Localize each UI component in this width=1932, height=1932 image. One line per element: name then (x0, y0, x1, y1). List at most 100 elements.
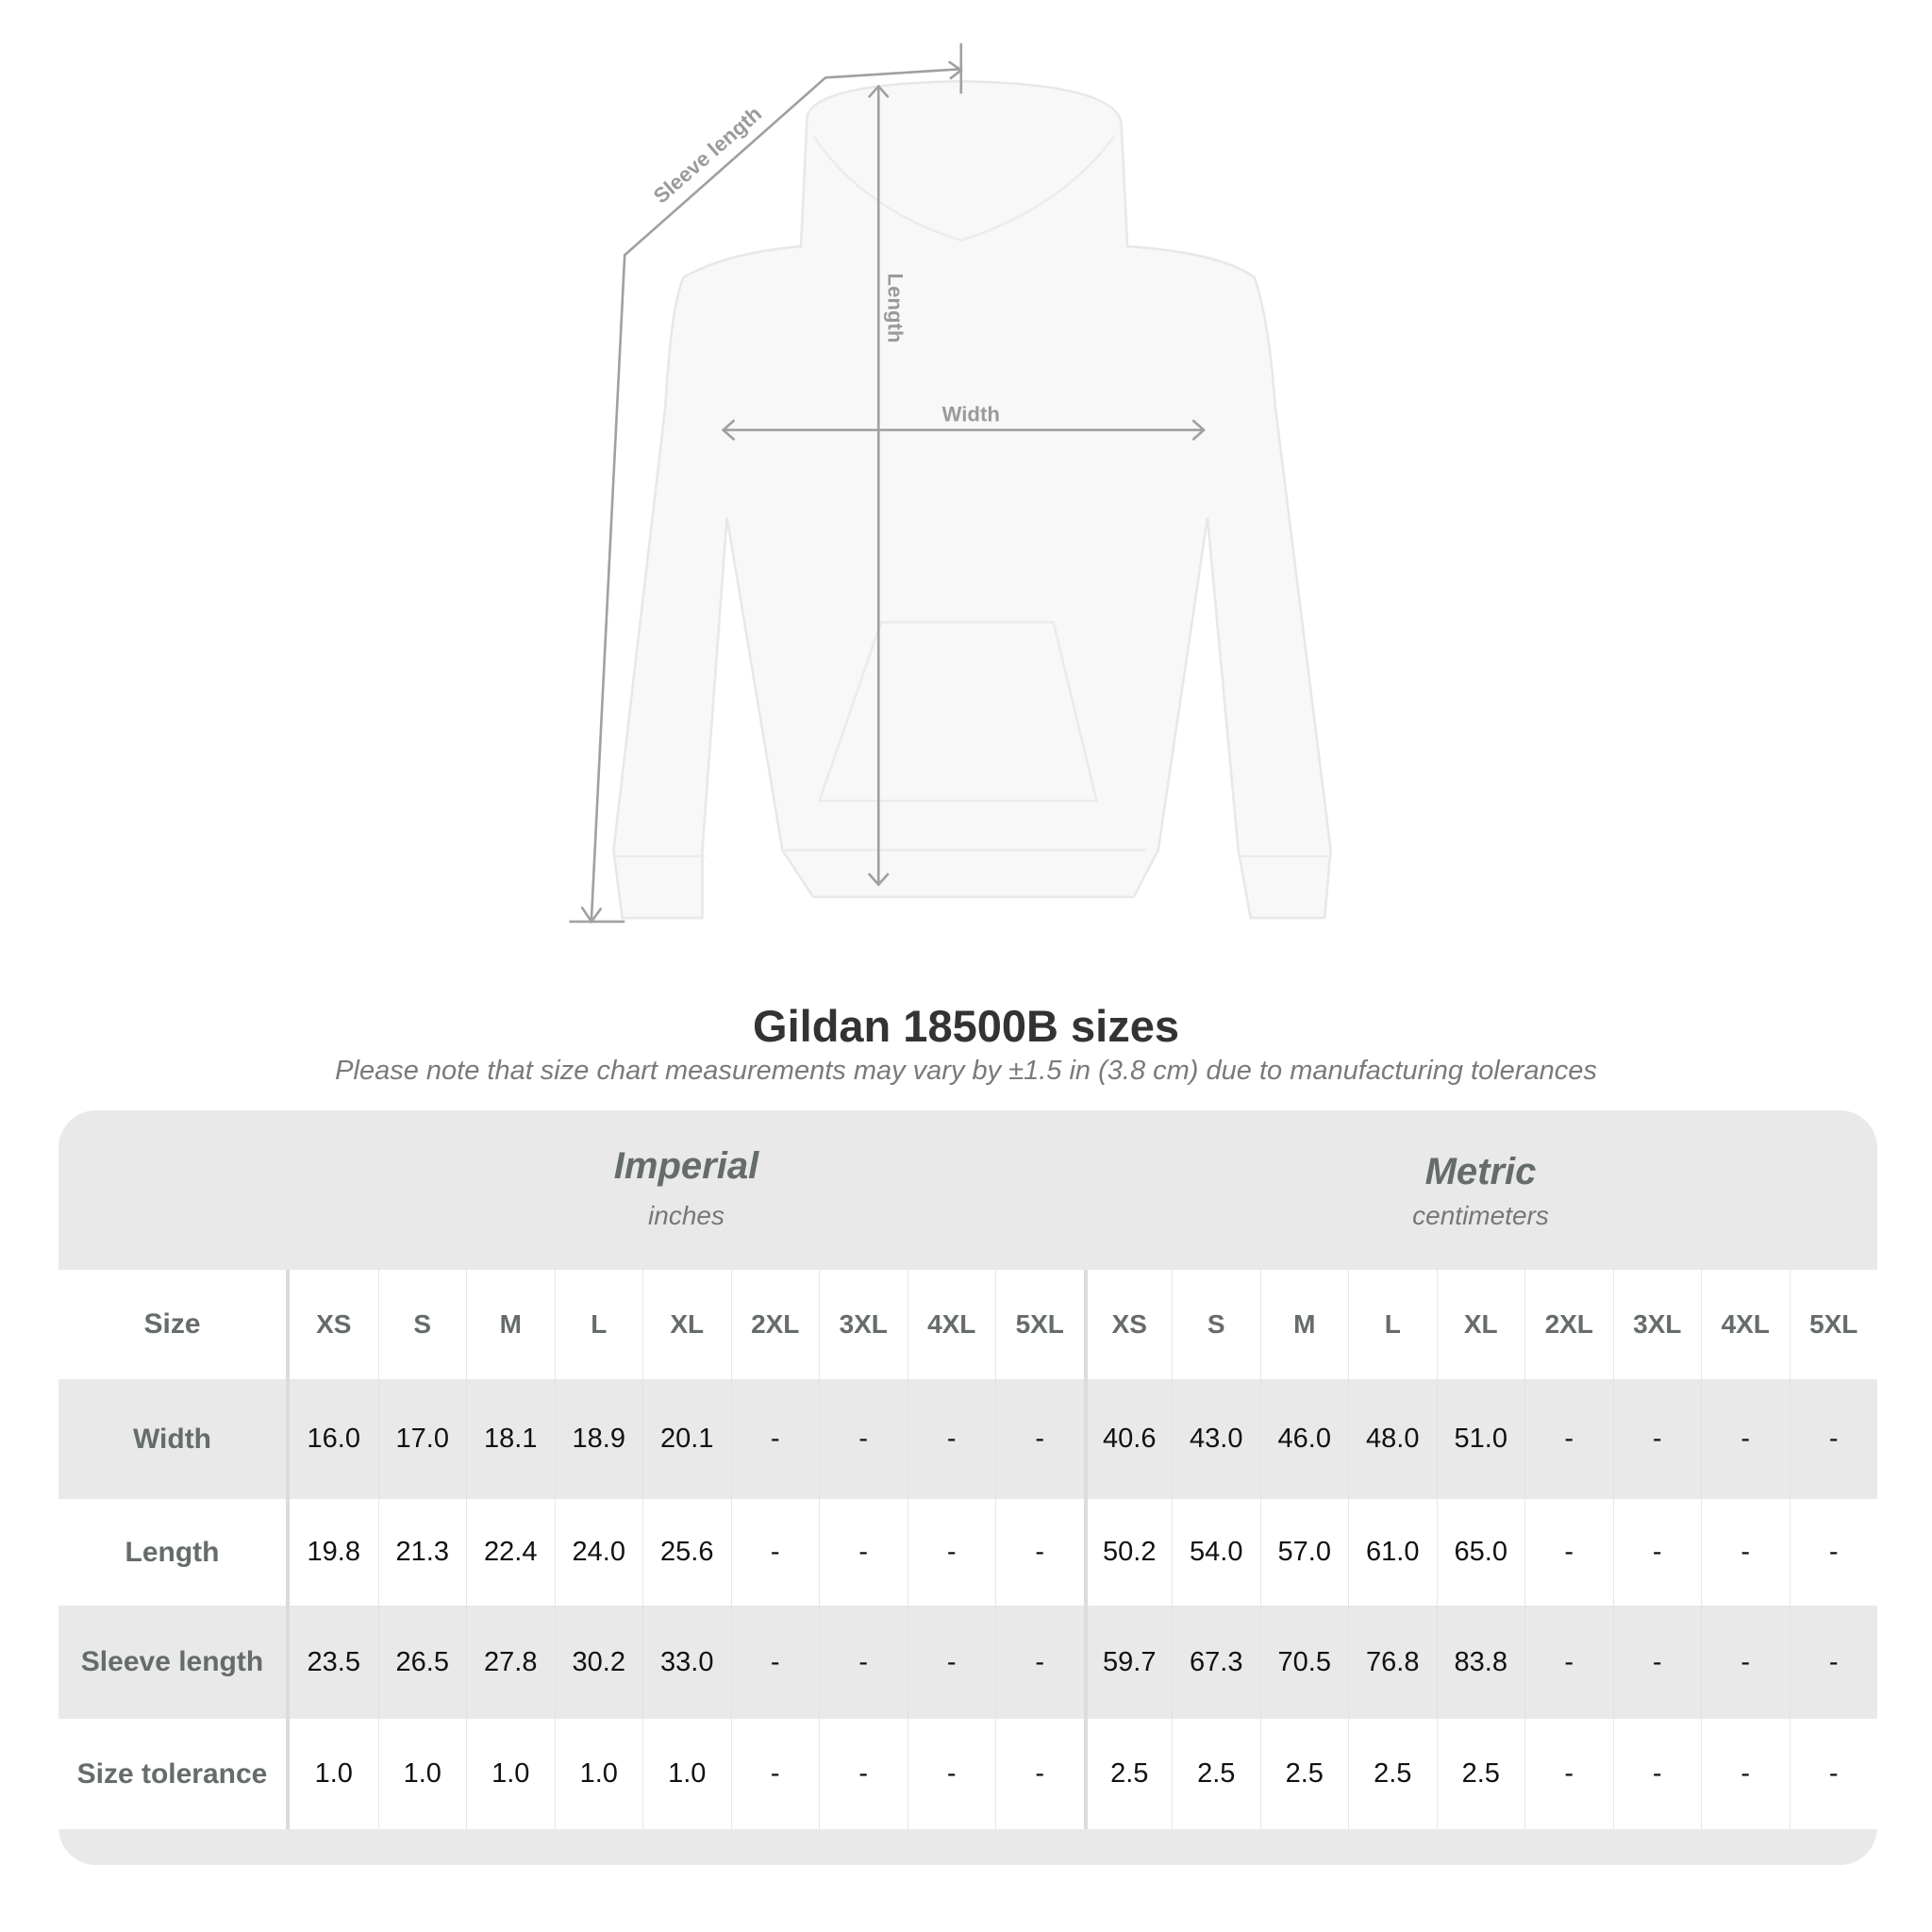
metric-size-xl: XL (1436, 1270, 1524, 1379)
imperial-size-3xl: 3XL (819, 1270, 908, 1379)
metric-value-cell: 65.0 (1436, 1499, 1524, 1606)
imperial-value-cell: 1.0 (642, 1719, 731, 1829)
metric-title: Metric (1424, 1151, 1537, 1192)
metric-value-cell: - (1701, 1379, 1790, 1499)
metric-value-cell: - (1524, 1606, 1613, 1719)
metric-value-cell: 51.0 (1436, 1379, 1524, 1499)
row-label: Sleeve length (58, 1606, 290, 1719)
imperial-value-cell: - (995, 1379, 1084, 1499)
imperial-size-m: M (466, 1270, 555, 1379)
imperial-size-xl: XL (642, 1270, 731, 1379)
metric-value-cell: 43.0 (1172, 1379, 1260, 1499)
metric-value-cell: 50.2 (1083, 1499, 1172, 1606)
metric-size-xs: XS (1083, 1270, 1172, 1379)
imperial-size-xs: XS (290, 1270, 378, 1379)
metric-size-m: M (1259, 1270, 1348, 1379)
metric-size-2xl: 2XL (1524, 1270, 1613, 1379)
imperial-value-cell: - (819, 1379, 908, 1499)
imperial-value-cell: - (730, 1719, 819, 1829)
imperial-value-cell: 1.0 (290, 1719, 378, 1829)
imperial-size-l: L (554, 1270, 642, 1379)
metric-value-cell: 2.5 (1083, 1719, 1172, 1829)
metric-value-cell: 40.6 (1083, 1379, 1172, 1499)
metric-value-cell: 2.5 (1259, 1719, 1348, 1829)
metric-value-cell: - (1612, 1379, 1701, 1499)
metric-size-s: S (1172, 1270, 1260, 1379)
imperial-value-cell: - (730, 1606, 819, 1719)
imperial-value-cell: 30.2 (554, 1606, 642, 1719)
imperial-value-cell: - (730, 1379, 819, 1499)
page-title: Gildan 18500B sizes (753, 1001, 1179, 1051)
imperial-value-cell: - (907, 1499, 995, 1606)
imperial-size-s: S (377, 1270, 466, 1379)
size-grid: Size XS S M L XL 2XL 3XL 4XL 5XL XS S M L XL 2XL 3XL 4XL 5… (58, 1270, 1877, 1829)
imperial-value-cell: - (819, 1499, 908, 1606)
metric-header: Metric centimeters (1084, 1151, 1877, 1231)
metric-value-cell: - (1701, 1499, 1790, 1606)
imperial-value-cell: 16.0 (290, 1379, 378, 1499)
metric-value-cell: - (1612, 1606, 1701, 1719)
imperial-value-cell: 20.1 (642, 1379, 731, 1499)
metric-value-cell: 67.3 (1172, 1606, 1260, 1719)
metric-size-3xl: 3XL (1612, 1270, 1701, 1379)
metric-value-cell: - (1789, 1719, 1877, 1829)
imperial-value-cell: 33.0 (642, 1606, 731, 1719)
imperial-value-cell: 1.0 (377, 1719, 466, 1829)
imperial-value-cell: 17.0 (377, 1379, 466, 1499)
imperial-unit: inches (648, 1201, 724, 1230)
metric-value-cell: 59.7 (1083, 1606, 1172, 1719)
imperial-value-cell: - (907, 1719, 995, 1829)
imperial-size-5xl: 5XL (995, 1270, 1084, 1379)
imperial-value-cell: 19.8 (290, 1499, 378, 1606)
imperial-value-cell: - (995, 1499, 1084, 1606)
metric-value-cell: 70.5 (1259, 1606, 1348, 1719)
metric-value-cell: - (1789, 1379, 1877, 1499)
metric-value-cell: 2.5 (1348, 1719, 1437, 1829)
imperial-value-cell: - (730, 1499, 819, 1606)
imperial-value-cell: - (995, 1719, 1084, 1829)
sleeve-length-arrow (569, 42, 963, 924)
metric-value-cell: 76.8 (1348, 1606, 1437, 1719)
imperial-value-cell: 27.8 (466, 1606, 555, 1719)
hoodie-illustration (612, 79, 1332, 920)
metric-value-cell: - (1789, 1606, 1877, 1719)
imperial-value-cell: 25.6 (642, 1499, 731, 1606)
imperial-value-cell: 26.5 (377, 1606, 466, 1719)
length-label: Length (884, 274, 908, 343)
metric-size-5xl: 5XL (1789, 1270, 1877, 1379)
size-header-label: Size (58, 1270, 290, 1379)
imperial-title: Imperial (613, 1145, 759, 1187)
row-label: Length (58, 1499, 290, 1606)
imperial-value-cell: - (907, 1379, 995, 1499)
metric-value-cell: 2.5 (1172, 1719, 1260, 1829)
metric-value-cell: - (1612, 1719, 1701, 1829)
metric-value-cell: 57.0 (1259, 1499, 1348, 1606)
imperial-value-cell: - (907, 1606, 995, 1719)
width-arrow (721, 419, 1207, 441)
metric-value-cell: 46.0 (1259, 1379, 1348, 1499)
metric-value-cell: 54.0 (1172, 1499, 1260, 1606)
metric-value-cell: 48.0 (1348, 1379, 1437, 1499)
metric-value-cell: - (1524, 1499, 1613, 1606)
size-chart-table: Imperial inches Metric centimeters Size X… (58, 1110, 1877, 1865)
width-label: Width (942, 403, 1000, 426)
metric-value-cell: 2.5 (1436, 1719, 1524, 1829)
imperial-header: Imperial inches (290, 1145, 1083, 1231)
metric-value-cell: - (1701, 1719, 1790, 1829)
imperial-value-cell: 1.0 (554, 1719, 642, 1829)
sleeve-length-label: Sleeve length (649, 102, 766, 208)
metric-size-l: L (1348, 1270, 1437, 1379)
length-arrow (867, 84, 890, 887)
imperial-value-cell: - (819, 1606, 908, 1719)
imperial-value-cell: 18.1 (466, 1379, 555, 1499)
imperial-value-cell: - (995, 1606, 1084, 1719)
imperial-value-cell: 21.3 (377, 1499, 466, 1606)
imperial-value-cell: 22.4 (466, 1499, 555, 1606)
imperial-value-cell: 18.9 (554, 1379, 642, 1499)
metric-value-cell: - (1701, 1606, 1790, 1719)
row-label: Width (58, 1379, 290, 1499)
metric-value-cell: 83.8 (1436, 1606, 1524, 1719)
metric-value-cell: - (1524, 1379, 1613, 1499)
imperial-value-cell: 24.0 (554, 1499, 642, 1606)
